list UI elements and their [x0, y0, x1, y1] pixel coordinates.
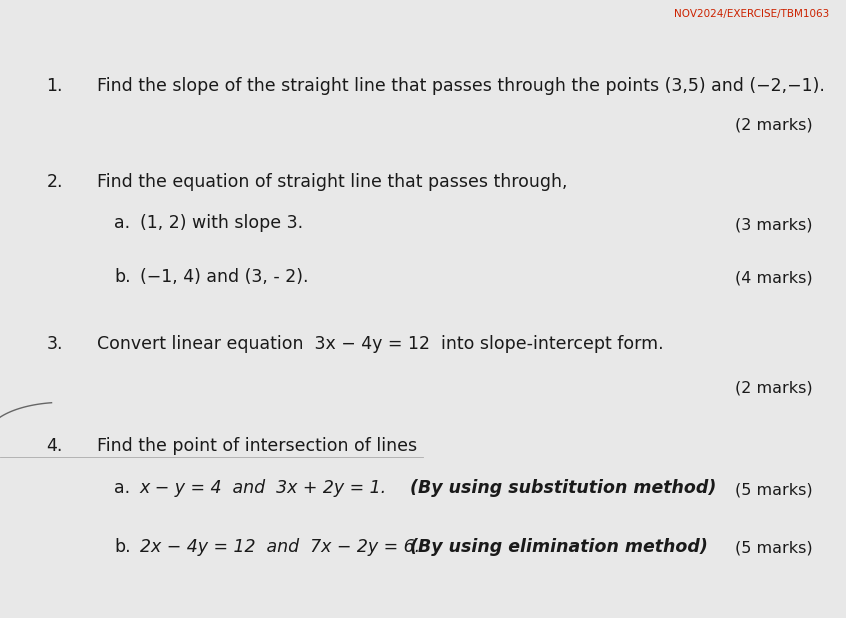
Text: (1, 2) with slope 3.: (1, 2) with slope 3.: [140, 214, 303, 232]
Text: (2 marks): (2 marks): [734, 380, 812, 395]
Text: (5 marks): (5 marks): [734, 541, 812, 556]
Text: (−1, 4) and (3, - 2).: (−1, 4) and (3, - 2).: [140, 268, 308, 286]
Text: x − y = 4  and  3x + 2y = 1.: x − y = 4 and 3x + 2y = 1.: [140, 479, 398, 497]
Text: a.: a.: [114, 214, 130, 232]
Text: 4.: 4.: [47, 437, 63, 455]
Text: (2 marks): (2 marks): [734, 117, 812, 132]
Text: 2x − 4y = 12  and  7x − 2y = 6.: 2x − 4y = 12 and 7x − 2y = 6.: [140, 538, 431, 556]
Text: a.: a.: [114, 479, 130, 497]
Text: (5 marks): (5 marks): [734, 482, 812, 497]
Text: 3.: 3.: [47, 335, 63, 353]
Text: NOV2024/EXERCISE/TBM1063: NOV2024/EXERCISE/TBM1063: [673, 9, 829, 19]
Text: (4 marks): (4 marks): [734, 271, 812, 286]
Text: (3 marks): (3 marks): [734, 218, 812, 232]
Text: (By using elimination method): (By using elimination method): [410, 538, 708, 556]
Text: 2.: 2.: [47, 173, 63, 191]
Text: Convert linear equation  3x − 4y = 12  into slope-intercept form.: Convert linear equation 3x − 4y = 12 int…: [97, 335, 664, 353]
Text: Find the point of intersection of lines: Find the point of intersection of lines: [97, 437, 417, 455]
Text: b.: b.: [114, 538, 131, 556]
Text: 1.: 1.: [47, 77, 63, 95]
Text: Find the equation of straight line that passes through,: Find the equation of straight line that …: [97, 173, 568, 191]
Text: Find the slope of the straight line that passes through the points (3,5) and (−2: Find the slope of the straight line that…: [97, 77, 825, 95]
Text: (By using substitution method): (By using substitution method): [410, 479, 717, 497]
Text: b.: b.: [114, 268, 131, 286]
